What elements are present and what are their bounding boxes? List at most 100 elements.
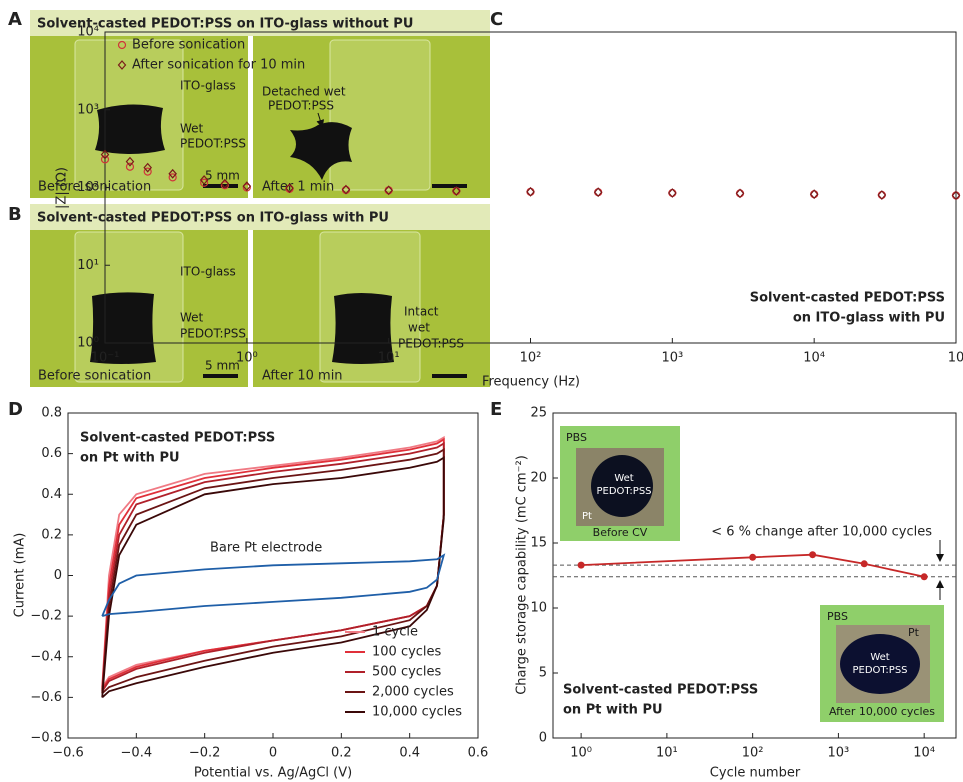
x-tick-label: 0.2 <box>331 746 352 761</box>
marker <box>341 184 351 195</box>
y-tick-label: 25 <box>530 406 547 421</box>
line <box>101 456 445 699</box>
panel-label: E <box>490 399 502 420</box>
x-tick-label: 0.4 <box>399 746 420 761</box>
marker <box>143 167 152 176</box>
y-axis-label: Current (mA) <box>13 533 28 618</box>
annotation: Solvent-casted PEDOT:PSS <box>750 291 945 306</box>
y-tick-label: 0.6 <box>41 446 62 461</box>
photo-label: Wet <box>180 311 204 325</box>
x-tick-label: 10³ <box>828 746 850 761</box>
x-tick-label: −0.2 <box>189 746 221 761</box>
annotation: Solvent-casted PEDOT:PSS <box>80 431 275 446</box>
y-tick-label: 5 <box>539 666 547 681</box>
arrow <box>316 112 325 128</box>
caption: After 1 min <box>262 180 334 195</box>
y-tick-label: 20 <box>530 471 547 486</box>
y-tick-label: −0.2 <box>30 609 62 624</box>
panel-label: B <box>8 204 22 225</box>
x-tick-label: 10¹ <box>378 351 400 366</box>
pedot <box>95 104 165 154</box>
inset-label: PBS <box>827 610 848 623</box>
marker <box>285 183 294 194</box>
marker <box>220 178 230 189</box>
header: Solvent-casted PEDOT:PSS on ITO-glass wi… <box>37 211 389 226</box>
legend-label: 100 cycles <box>372 645 442 660</box>
inset-label: PEDOT:PSS <box>596 486 651 497</box>
scale-bar <box>203 184 238 188</box>
legend-marker <box>117 60 127 70</box>
annotation: Solvent-casted PEDOT:PSS <box>563 683 758 698</box>
pedot <box>290 122 352 180</box>
inset-label: PEDOT:PSS <box>852 665 907 676</box>
marker <box>594 188 603 197</box>
photo-label: ITO-glass <box>180 265 236 279</box>
x-tick-label: 0 <box>269 746 277 761</box>
marker <box>526 186 535 197</box>
legend-marker <box>117 40 127 50</box>
annotation: on Pt with PU <box>563 703 663 718</box>
x-tick-label: −0.6 <box>52 746 84 761</box>
marker <box>810 190 819 199</box>
panel-label: C <box>490 9 503 30</box>
x-tick-label: 10⁰ <box>570 746 592 761</box>
inset-label: Pt <box>582 511 592 522</box>
header-bar <box>30 204 490 230</box>
marker <box>749 553 757 561</box>
glass <box>329 39 431 191</box>
inset-label: Before CV <box>593 526 648 539</box>
annotation: < 6 % change after 10,000 cycles <box>711 525 932 540</box>
marker <box>877 190 887 200</box>
marker <box>593 187 603 198</box>
marker <box>951 190 961 201</box>
marker <box>168 173 177 182</box>
inset-before: PBS Wet PEDOT:PSS Pt Before CV <box>560 426 680 541</box>
y-tick-label: 10⁰ <box>77 336 99 351</box>
annotation: on Pt with PU <box>80 451 180 466</box>
line <box>101 553 446 617</box>
panel-label: A <box>8 9 22 30</box>
x-tick-label: −0.4 <box>121 746 153 761</box>
scale-bar <box>432 184 467 188</box>
marker <box>220 181 229 190</box>
y-tick-label: 0 <box>539 731 547 746</box>
x-axis-label: Cycle number <box>710 766 801 781</box>
marker <box>877 190 886 200</box>
legend-label: 2,000 cycles <box>372 685 454 700</box>
y-tick-label: 10¹ <box>77 258 99 273</box>
photo-label: Detached wet <box>262 85 346 99</box>
photo-label: Wet <box>180 122 204 136</box>
caption: Before sonication <box>38 180 151 195</box>
x-tick-label: 10⁻¹ <box>91 351 120 366</box>
x-tick-label: 10 <box>948 351 963 366</box>
header: Solvent-casted PEDOT:PSS on ITO-glass wi… <box>37 17 413 32</box>
marker <box>735 188 745 199</box>
marker <box>100 149 110 160</box>
pedot <box>591 455 653 517</box>
y-axis-label: Charge storage capability (mC cm⁻²) <box>515 455 530 695</box>
x-tick-label: 10⁴ <box>803 351 825 366</box>
legend-label: 1 cycle <box>372 625 418 640</box>
scale-label: 5 mm <box>205 169 240 183</box>
marker <box>384 185 393 196</box>
inset-label: Wet <box>614 473 633 484</box>
series-label: Bare Pt electrode <box>210 541 322 556</box>
photo-label: PEDOT:PSS <box>180 137 246 151</box>
x-tick-label: 10² <box>742 746 764 761</box>
marker <box>452 186 461 196</box>
y-tick-label: 10² <box>77 180 99 195</box>
inset-label: PBS <box>566 431 587 444</box>
y-tick-label: 0.2 <box>41 527 62 542</box>
y-tick-label: 10³ <box>77 102 99 117</box>
photo-label: ITO-glass <box>180 79 236 93</box>
photo-label: wet <box>408 321 430 335</box>
x-tick-label: 10³ <box>661 351 683 366</box>
inset-label: After 10,000 cycles <box>829 705 935 718</box>
caption: Before sonication <box>38 369 151 384</box>
marker <box>668 188 677 198</box>
legend-label: 500 cycles <box>372 665 442 680</box>
y-tick-label: 0.4 <box>41 487 62 502</box>
panel-b: Solvent-casted PEDOT:PSS on ITO-glass wi… <box>30 204 490 387</box>
marker <box>577 561 585 569</box>
